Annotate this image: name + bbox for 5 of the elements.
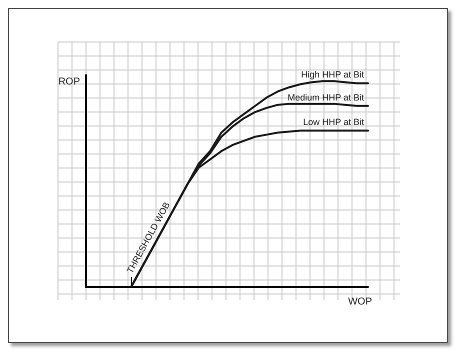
x-axis-title: WOP <box>348 296 372 308</box>
series-label: Medium HHP at Bit <box>288 92 364 102</box>
series-label: Low HHP at Bit <box>303 117 364 128</box>
y-axis-title: ROP <box>58 76 80 88</box>
series-label: High HHP at Bit <box>301 70 364 80</box>
